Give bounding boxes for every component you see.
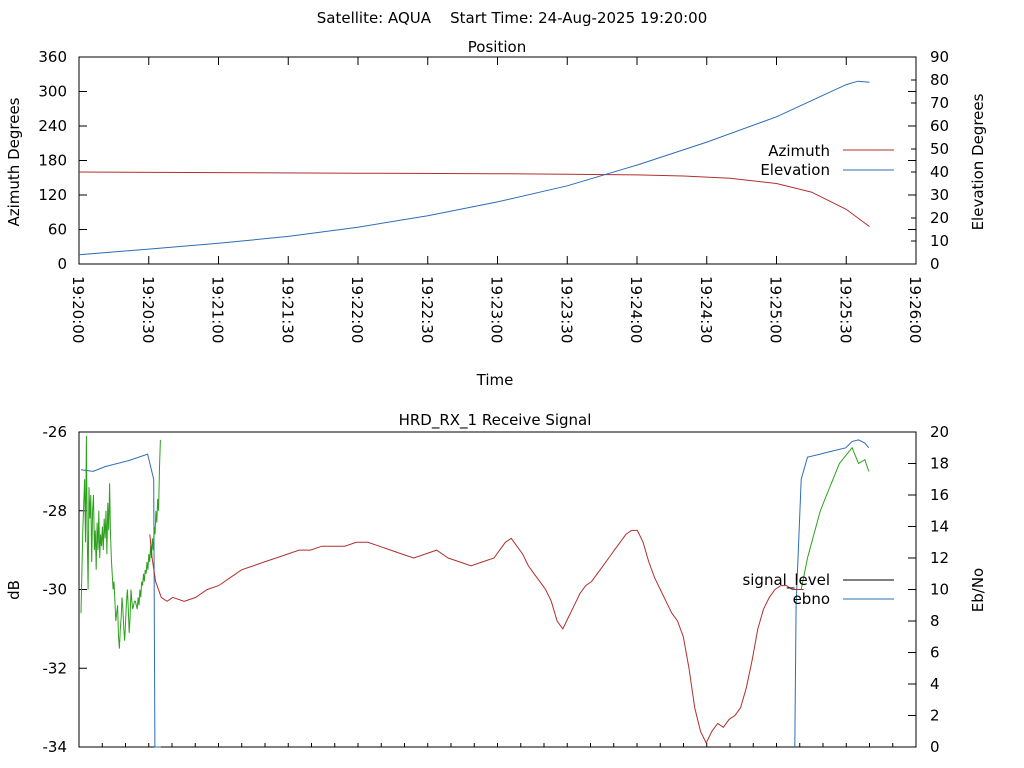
- y2-tick-label: 6: [930, 644, 940, 662]
- signal-chart-title: HRD_RX_1 Receive Signal: [399, 411, 592, 430]
- position-axes: 360300240180120600908070605040302010019:…: [38, 48, 949, 343]
- y-tick-label: 180: [38, 152, 67, 170]
- y2-tick-label: 14: [930, 518, 949, 536]
- y2-tick-label: 18: [930, 455, 949, 473]
- y-tick-label: -26: [43, 423, 68, 441]
- y2-tick-label: 90: [930, 48, 949, 66]
- y-tick-label: 120: [38, 186, 67, 204]
- signal-legend: signal_level ebno: [742, 571, 894, 608]
- y2-tick-label: 80: [930, 71, 949, 89]
- y-tick-label: 0: [57, 255, 67, 273]
- y2-tick-label: 2: [930, 707, 940, 725]
- x-tick-label: 19:24:30: [697, 276, 715, 343]
- series-line-signal-level: [80, 435, 161, 649]
- x-tick-label: 19:26:00: [906, 276, 924, 343]
- x-tick-label: 19:25:30: [836, 276, 854, 343]
- y-tick-label: -28: [43, 502, 68, 520]
- y-tick-label: 240: [38, 117, 67, 135]
- signal-y2label: Eb/No: [969, 568, 987, 612]
- x-tick-label: 19:21:30: [278, 276, 296, 343]
- y2-tick-label: 4: [930, 675, 940, 693]
- y2-tick-label: 12: [930, 549, 949, 567]
- position-legend: Azimuth Elevation: [760, 142, 894, 179]
- position-series: [78, 80, 870, 256]
- series-line-ebno-late: [794, 439, 870, 748]
- y2-tick-label: 0: [930, 738, 940, 756]
- position-chart: Position 3603002401801206009080706050403…: [5, 38, 987, 389]
- y-tick-label: 360: [38, 48, 67, 66]
- y2-tick-label: 10: [930, 232, 949, 250]
- y2-tick-label: 0: [930, 255, 940, 273]
- series-line-signal-level-late: [800, 446, 870, 590]
- signal-chart: HRD_RX_1 Receive Signal -26 -28 -30 -32 -34 2…: [5, 411, 987, 756]
- y-tick-label: -32: [43, 659, 68, 677]
- header-title: Satellite: AQUA Start Time: 24-Aug-2025 …: [317, 9, 708, 27]
- series-line-azimuth: [78, 171, 870, 228]
- y2-tick-label: 50: [930, 140, 949, 158]
- y2-tick-label: 16: [930, 486, 949, 504]
- y-tick-label: -34: [43, 738, 68, 756]
- x-tick-label: 19:21:00: [209, 276, 227, 343]
- x-tick-label: 19:24:00: [627, 276, 645, 343]
- y2-tick-label: 10: [930, 581, 949, 599]
- y-tick-label: 60: [48, 221, 67, 239]
- legend-ebno-label: ebno: [793, 590, 830, 608]
- signal-plot-frame: [78, 431, 917, 748]
- x-tick-label: 19:22:00: [348, 276, 366, 343]
- y2-tick-label: 20: [930, 423, 949, 441]
- x-tick-label: 19:23:00: [488, 276, 506, 343]
- y2-tick-label: 40: [930, 163, 949, 181]
- position-ylabel: Azimuth Degrees: [5, 97, 23, 226]
- y2-tick-label: 8: [930, 612, 940, 630]
- y2-tick-label: 20: [930, 209, 949, 227]
- series-line-ebno: [80, 453, 161, 748]
- y-tick-label: 300: [38, 83, 67, 101]
- legend-azimuth-label: Azimuth: [768, 142, 830, 160]
- y2-tick-label: 70: [930, 94, 949, 112]
- x-tick-label: 19:22:30: [418, 276, 436, 343]
- legend-signal-level-label: signal_level: [742, 571, 830, 590]
- position-y2label: Elevation Degrees: [969, 93, 987, 230]
- signal-series: [80, 435, 870, 748]
- x-tick-label: 19:25:00: [767, 276, 785, 343]
- y-tick-label: -30: [43, 581, 68, 599]
- x-tick-label: 19:20:00: [69, 276, 87, 343]
- position-xlabel: Time: [476, 371, 514, 389]
- position-chart-title: Position: [468, 38, 526, 56]
- legend-elevation-label: Elevation: [760, 161, 830, 179]
- y2-tick-label: 30: [930, 186, 949, 204]
- series-line-elevation: [78, 80, 870, 256]
- x-tick-label: 19:23:30: [557, 276, 575, 343]
- signal-ylabel: dB: [5, 580, 23, 600]
- y2-tick-label: 60: [930, 117, 949, 135]
- series-line-signal-level-mid: [149, 529, 804, 745]
- x-tick-label: 19:20:30: [139, 276, 157, 343]
